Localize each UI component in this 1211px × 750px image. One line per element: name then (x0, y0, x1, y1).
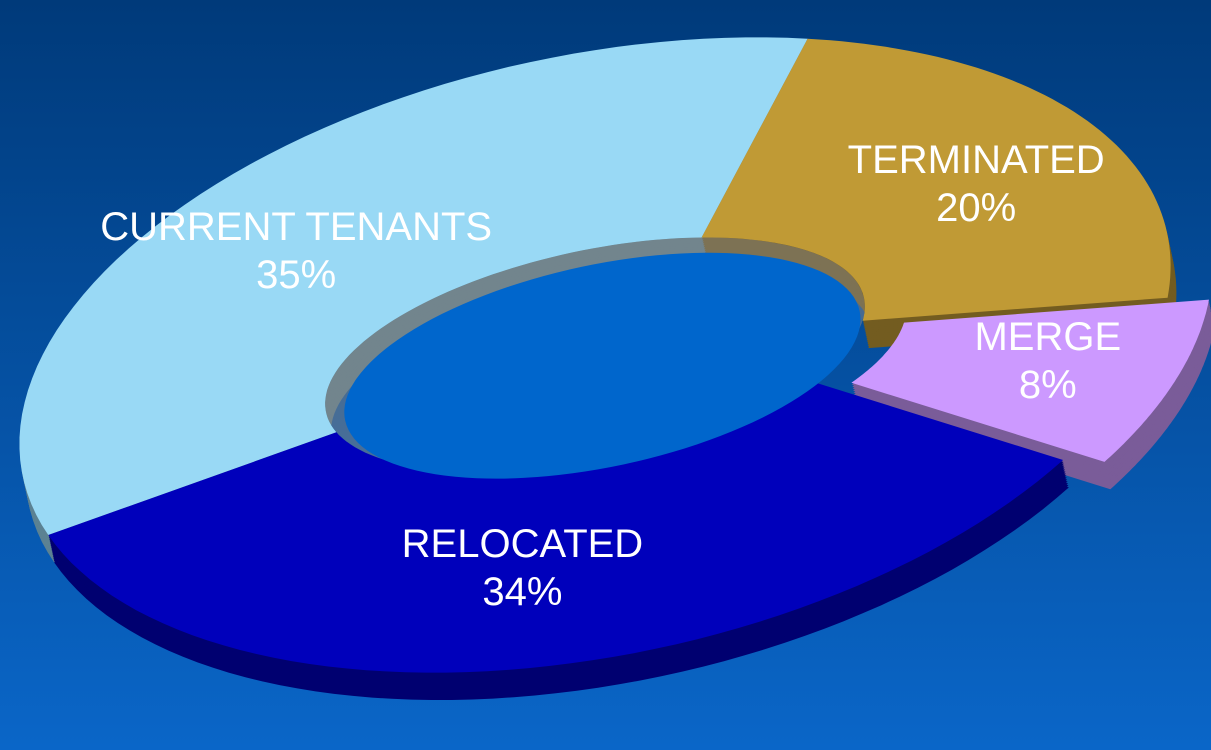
slice-value-label: 34% (482, 570, 562, 614)
slice-value-label: 8% (1019, 363, 1077, 407)
slice-label: RELOCATED (402, 522, 644, 566)
slice-value-label: 35% (256, 253, 336, 297)
slice-label: TERMINATED (848, 138, 1105, 182)
hole (344, 252, 861, 479)
slice (851, 299, 1209, 462)
slice (19, 37, 808, 536)
slice-label: MERGE (974, 315, 1121, 359)
slice-label: CURRENT TENANTS (100, 205, 492, 249)
donut (19, 37, 1211, 700)
slice (701, 38, 1171, 321)
slice-value-label: 20% (936, 186, 1016, 230)
slice (48, 380, 1064, 673)
